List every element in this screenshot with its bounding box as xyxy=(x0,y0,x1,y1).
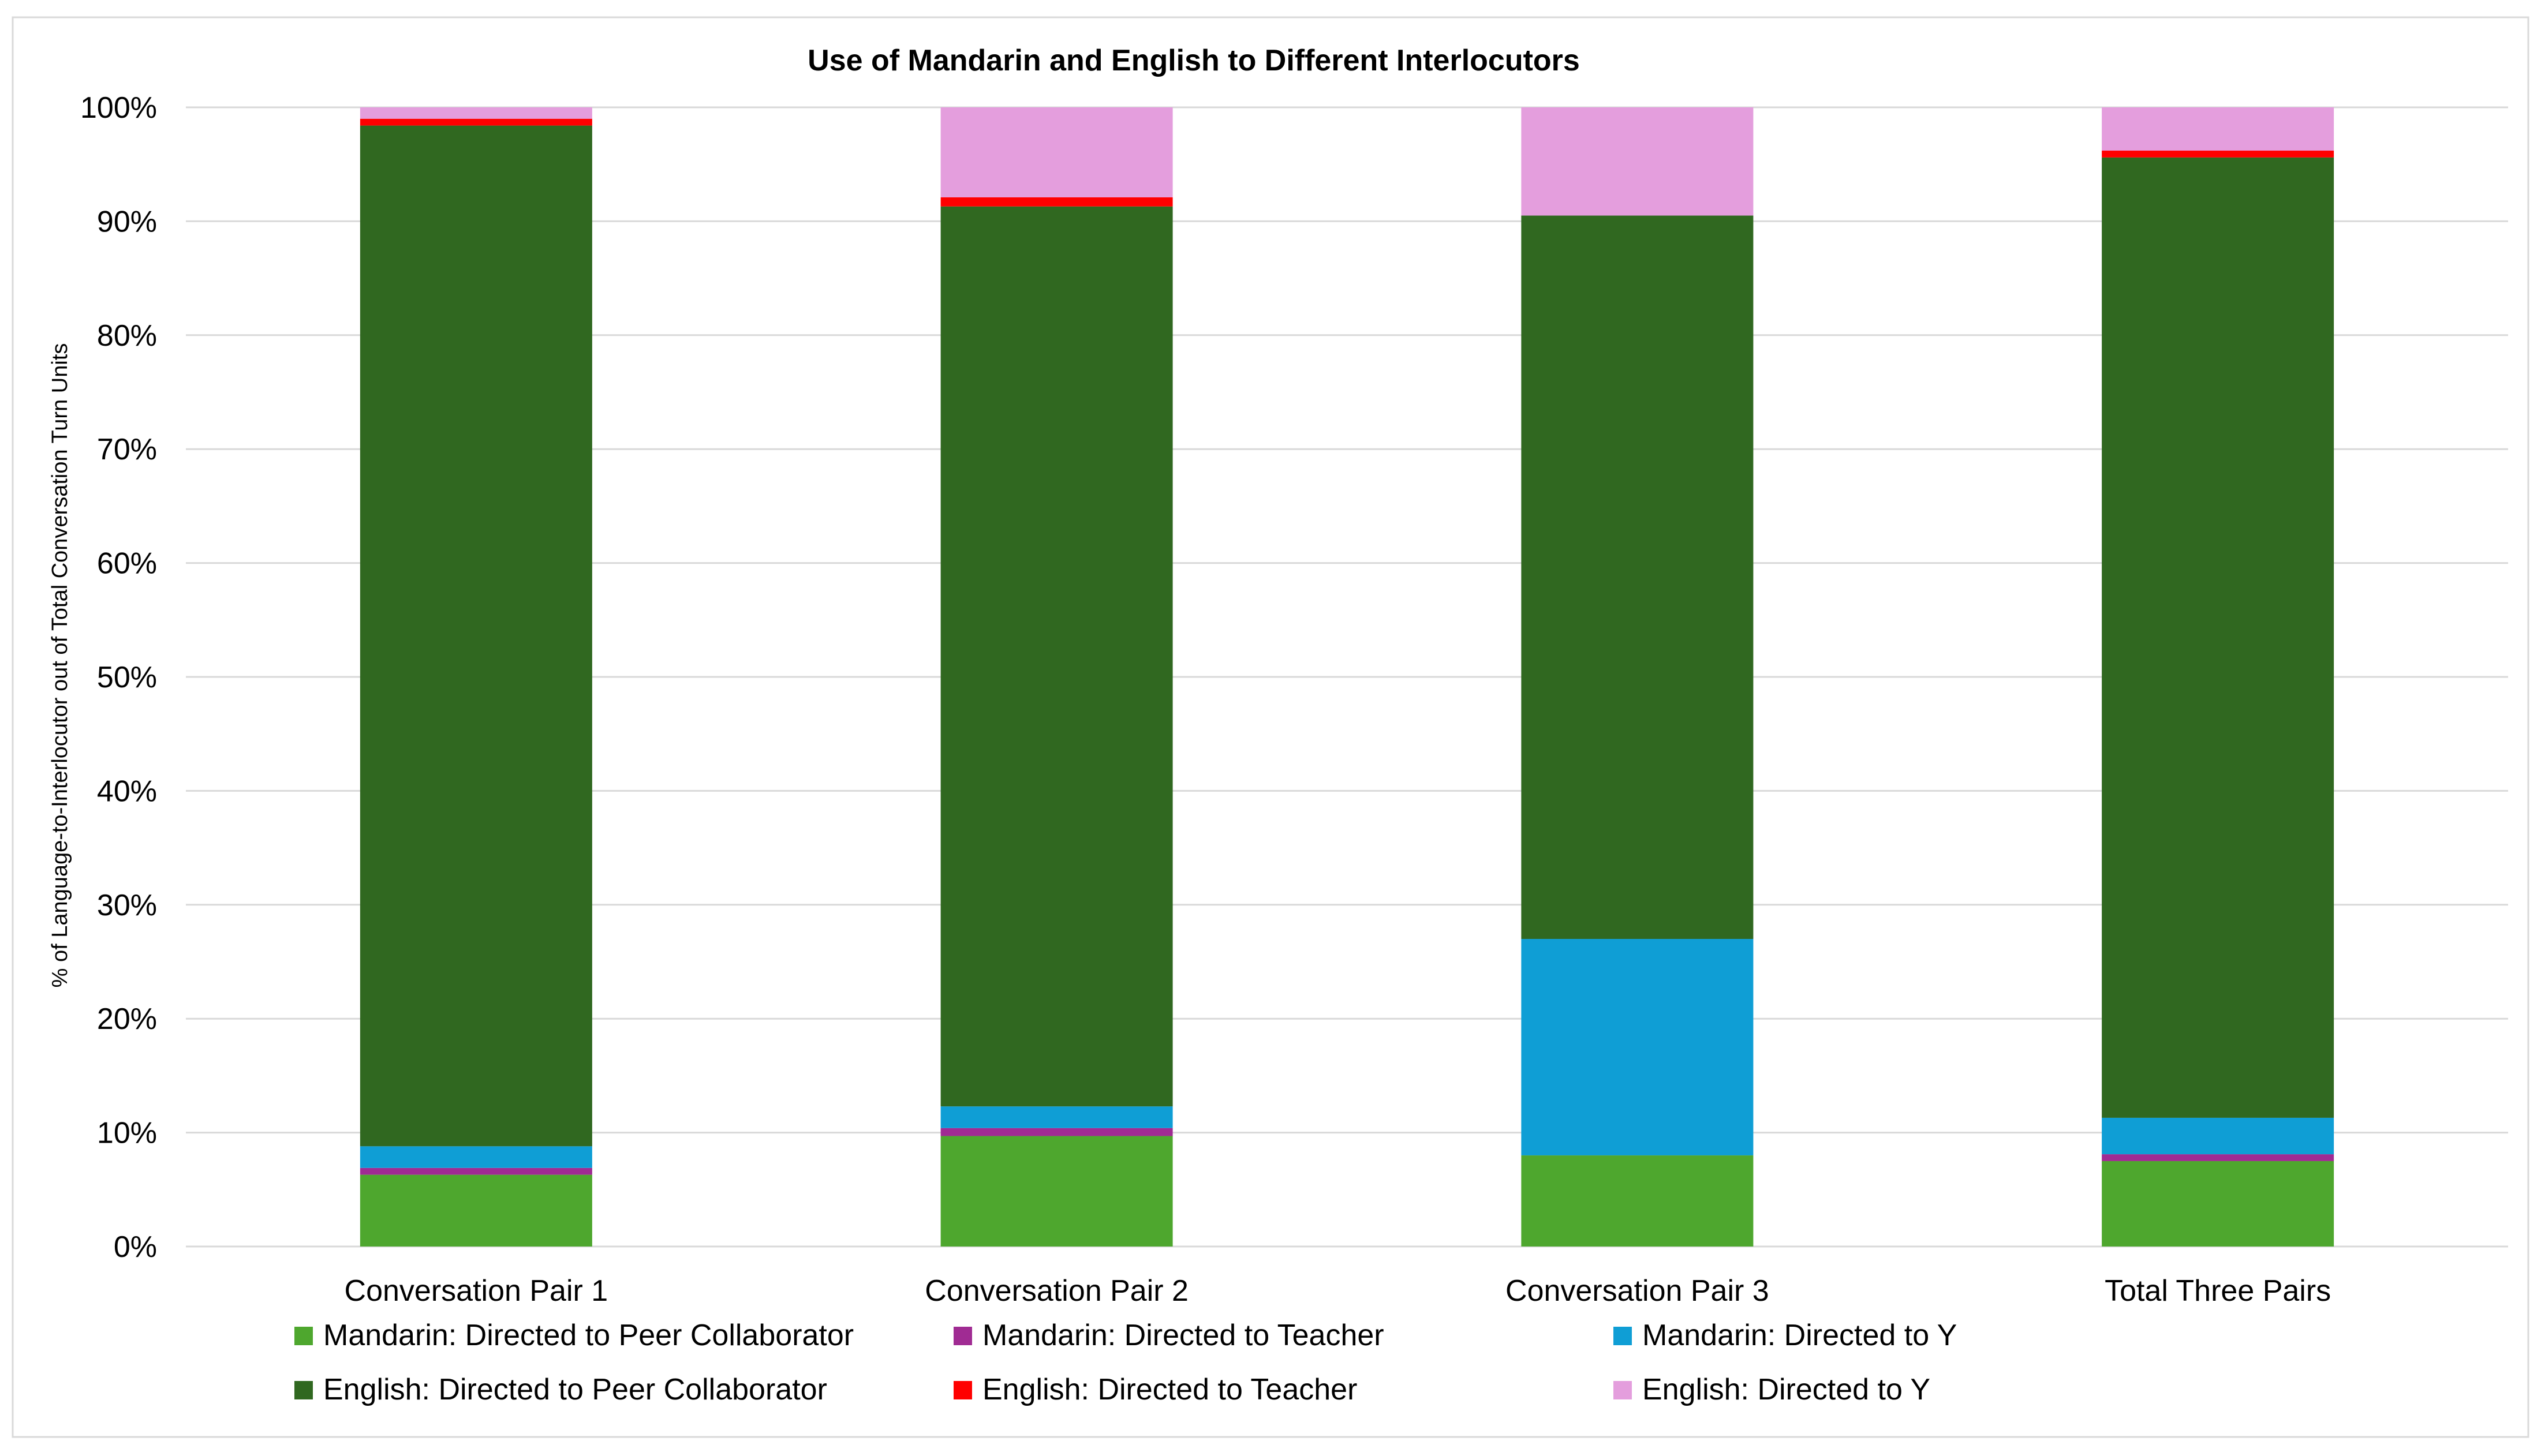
bar-segment-3-6 xyxy=(1521,107,1754,216)
legend-swatch xyxy=(954,1327,972,1345)
bar-segment-2-2 xyxy=(940,1128,1173,1136)
bar-segment-1-6 xyxy=(360,107,592,119)
y-tick-label: 70% xyxy=(97,433,157,466)
x-tick-label: Conversation Pair 1 xyxy=(345,1274,608,1308)
bar-segment-1-3 xyxy=(360,1146,592,1168)
y-tick-label: 60% xyxy=(97,547,157,581)
bar-segment-3-1 xyxy=(1521,1155,1754,1247)
y-tick-label: 30% xyxy=(97,889,157,922)
bar-segment-1-2 xyxy=(360,1167,592,1175)
y-tick-label: 50% xyxy=(97,661,157,694)
bar-segment-3-3 xyxy=(1521,939,1754,1156)
bar-segment-4-4 xyxy=(2102,157,2334,1118)
bar-segment-1-4 xyxy=(360,125,592,1147)
bar-segment-2-1 xyxy=(940,1136,1173,1247)
legend-swatch xyxy=(1613,1327,1632,1345)
legend-label: English: Directed to Teacher xyxy=(982,1373,1357,1406)
y-axis-ticks: 0% 10% 20% 30% 40% 50% 60% 70% 80% 90% 100% xyxy=(80,91,157,1264)
legend-swatch xyxy=(294,1327,313,1345)
bar-segment-2-3 xyxy=(940,1106,1173,1128)
y-tick-label: 10% xyxy=(97,1117,157,1150)
y-axis-label: % of Language-to-Interlocutor out of Tot… xyxy=(48,343,72,988)
x-tick-label: Total Three Pairs xyxy=(2105,1274,2331,1308)
legend-label: English: Directed to Peer Collaborator xyxy=(323,1373,827,1406)
y-tick-label: 20% xyxy=(97,1002,157,1036)
chart-title: Use of Mandarin and English to Different… xyxy=(808,44,1580,77)
bar-segment-2-4 xyxy=(940,206,1173,1107)
legend-swatch xyxy=(1613,1381,1632,1399)
bar-segment-2-6 xyxy=(940,107,1173,197)
bar-segment-4-5 xyxy=(2102,151,2334,158)
bars xyxy=(360,107,2334,1247)
bar-segment-4-3 xyxy=(2102,1117,2334,1155)
y-tick-label: 0% xyxy=(114,1230,157,1264)
bar-segment-2-5 xyxy=(940,197,1173,207)
legend-label: Mandarin: Directed to Teacher xyxy=(982,1319,1384,1352)
bar-segment-4-6 xyxy=(2102,107,2334,151)
y-tick-label: 40% xyxy=(97,774,157,808)
y-tick-label: 100% xyxy=(80,91,157,125)
legend-label: Mandarin: Directed to Y xyxy=(1642,1319,1957,1352)
x-axis-ticks: Conversation Pair 1 Conversation Pair 2 Co… xyxy=(345,1274,2331,1308)
bar-segment-1-1 xyxy=(360,1174,592,1247)
legend: Mandarin: Directed to Peer Collaborator M… xyxy=(294,1319,1957,1406)
bar-segment-3-4 xyxy=(1521,215,1754,940)
legend-swatch xyxy=(954,1381,972,1399)
bar-segment-1-5 xyxy=(360,118,592,126)
bar-segment-4-2 xyxy=(2102,1154,2334,1161)
x-tick-label: Conversation Pair 3 xyxy=(1505,1274,1769,1308)
y-tick-label: 80% xyxy=(97,319,157,353)
legend-swatch xyxy=(294,1381,313,1399)
bar-segment-4-1 xyxy=(2102,1161,2334,1247)
legend-label: English: Directed to Y xyxy=(1642,1373,1930,1406)
y-tick-label: 90% xyxy=(97,205,157,238)
legend-label: Mandarin: Directed to Peer Collaborator xyxy=(323,1319,854,1352)
x-tick-label: Conversation Pair 2 xyxy=(925,1274,1189,1308)
